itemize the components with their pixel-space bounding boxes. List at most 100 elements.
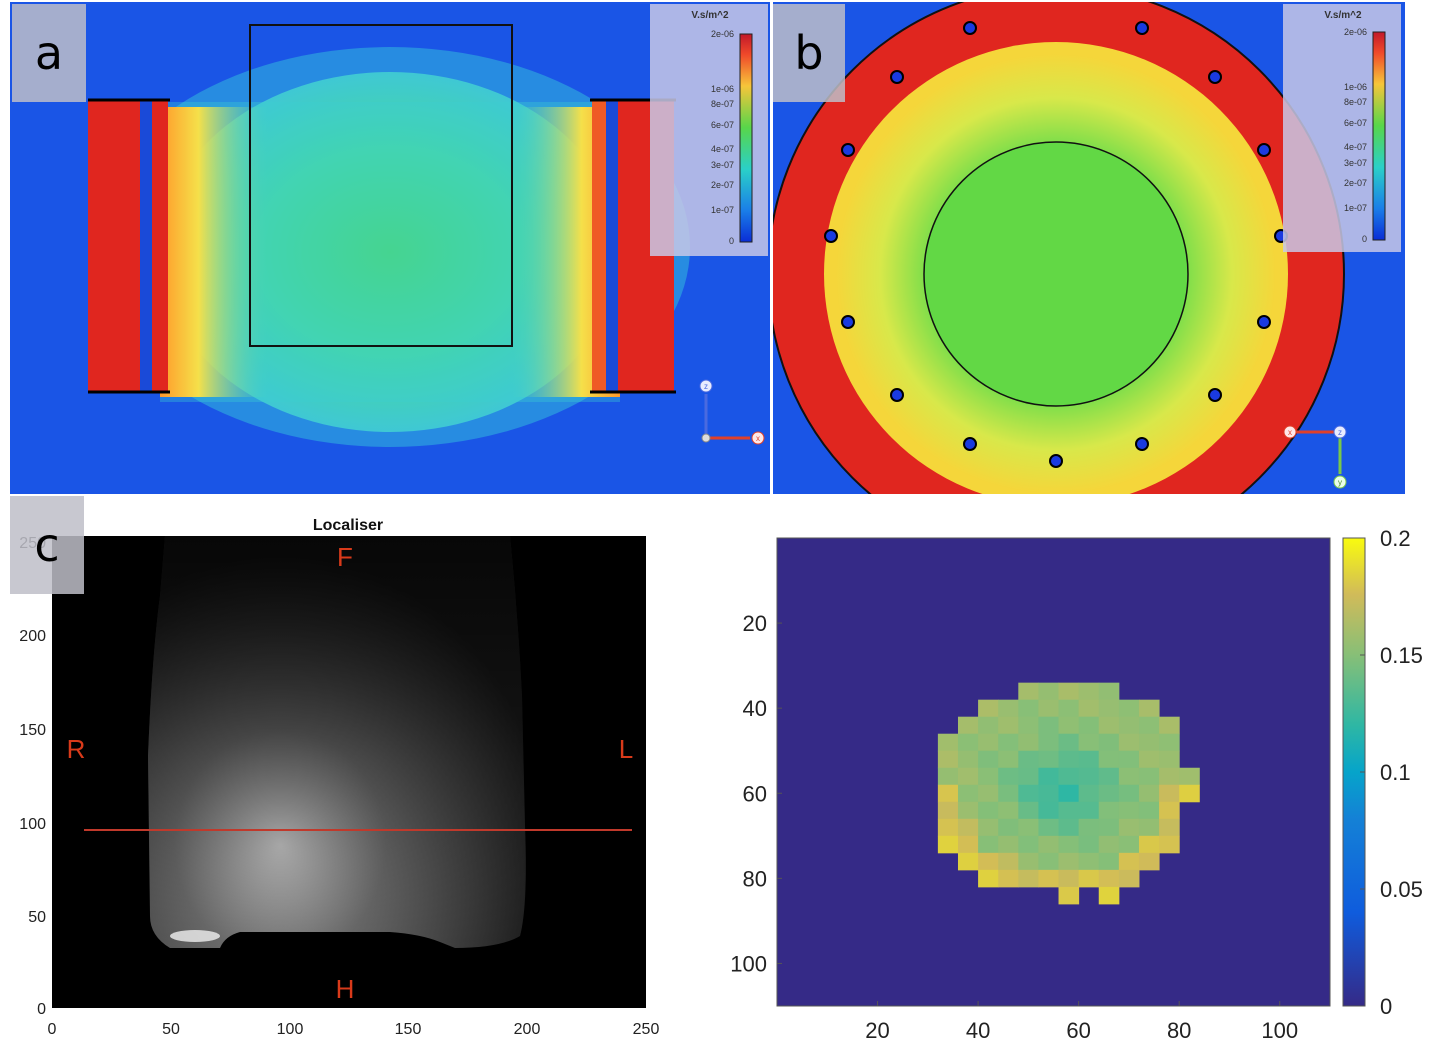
heatmap-cell [1038,835,1060,854]
heatmap-cell [998,835,1019,854]
legend-tick: 2e-06 [711,29,734,39]
heatmap-cell [1078,767,1100,786]
heatmap-cell [957,784,979,803]
heatmap-cell [1159,818,1180,837]
heatmap-cell [1038,682,1060,701]
colorbar-tick-label: 0.1 [1380,760,1411,785]
phantom-outline-axial [923,141,1189,407]
heatmap-cell [1038,716,1060,735]
heatmap-cell [998,869,1019,888]
legend-colorbar-b [1372,31,1386,241]
legend-tick: 6e-07 [711,120,734,130]
phantom-outline [249,24,513,347]
y-tick-label: 20 [743,611,767,636]
heatmap-cell [1078,784,1100,803]
heatmap-cell [1038,818,1060,837]
heatmap-cell [1078,733,1100,752]
heatmap-cell [1159,801,1180,820]
x-tick-label: 200 [514,1021,541,1038]
heatmap-cells [937,682,1200,905]
heatmap-cell [998,699,1019,718]
heatmap-cell [1058,682,1080,701]
heatmap-cell [978,852,999,871]
heatmap-cell [1058,750,1080,769]
y-tick-label: 100 [730,951,767,976]
heatmap-cell [937,784,959,803]
heatmap-cell [1179,767,1200,786]
heatmap-cell [1038,784,1060,803]
heatmap-cell [1159,767,1180,786]
heatmap-cell [1058,869,1080,888]
coil-rods [824,21,1288,468]
axes-gizmo-icon: z x [699,379,765,445]
heatmap-cell [1138,699,1160,718]
heatmap-cell [957,767,979,786]
gizmo-z-label: z [1338,428,1342,437]
heatmap-cell [1138,818,1160,837]
heatmap-cell [1038,733,1060,752]
localiser-graphic: Localiser F H R L 250 200 150 100 50 0 0… [19,517,659,1038]
y-tick-label: 100 [19,816,46,833]
colorbar-tick-label: 0.15 [1380,643,1423,668]
panel-c-localiser: Localiser F H R L 250 200 150 100 50 0 0… [0,496,700,1051]
heatmap-cell [1098,852,1120,871]
heatmap-cell [978,869,999,888]
x-tick-label: 100 [1261,1018,1298,1043]
heatmap-cell [1159,784,1180,803]
heatmap-cell [1078,835,1100,854]
heatmap-cell [998,852,1019,871]
heatmap-cell [1058,767,1080,786]
heatmap-cell [937,801,959,820]
heatmap-cell [1078,699,1100,718]
heatmap-cell [957,818,979,837]
heatmap-cell [1118,767,1140,786]
x-tick-label: 100 [277,1021,304,1038]
panel-d-heatmap: 20 40 60 80 100 20 40 60 80 100 0 0.05 0.1 0.15 0.2 [700,496,1440,1051]
legend-unit-b: V.s/m^2 [1324,10,1362,21]
heatmap-cell [1078,869,1100,888]
heatmap-cell [1018,869,1039,888]
heatmap-cell [1138,852,1160,871]
heatmap-cell [957,835,979,854]
heatmap-cell [1038,869,1060,888]
heatmap-cell [978,716,999,735]
gizmo-y-label: y [1338,478,1342,487]
heatmap-cell [937,750,959,769]
heatmap-cell [1138,801,1160,820]
heatmap-cell [978,733,999,752]
heatmap-cell [1038,699,1060,718]
x-tick-label: 40 [966,1018,990,1043]
heatmap-cell [1138,835,1160,854]
heatmap-cell [978,801,999,820]
heatmap-cell [1018,835,1039,854]
heatmap-cell [1138,750,1160,769]
legend-tick: 2e-06 [1344,27,1367,37]
legend-tick: 3e-07 [711,160,734,170]
y-tick-label: 60 [743,781,767,806]
heatmap-cell [1118,835,1140,854]
x-tick-label: 60 [1066,1018,1090,1043]
heatmap-cell [1078,682,1100,701]
heatmap-cell [1078,852,1100,871]
heatmap-cell [1058,852,1080,871]
heatmap-cell [1098,733,1120,752]
heatmap-cell [1098,886,1120,905]
heatmap-cell [1018,801,1039,820]
heatmap-cell [1058,886,1080,905]
y-tick-label: 40 [743,696,767,721]
heatmap-cell [957,750,979,769]
heatmap-cell [1058,733,1080,752]
heatmap-cell [1018,716,1039,735]
heatmap-cell [998,716,1019,735]
heatmap-cell [1098,835,1120,854]
heatmap-cell [1118,869,1140,888]
heatmap-cell [1098,682,1120,701]
legend-tick: 1e-06 [1344,82,1367,92]
legend-tick: 1e-07 [1344,203,1367,213]
heatmap-cell [1118,801,1140,820]
heatmap-cell [998,767,1019,786]
heatmap-cell [1018,733,1039,752]
heatmap-chart: 20 40 60 80 100 20 40 60 80 100 0 0.05 0.1 0.15 0.2 [730,526,1423,1043]
y-tick-label: 0 [37,1001,46,1018]
heatmap-cell [1018,767,1039,786]
